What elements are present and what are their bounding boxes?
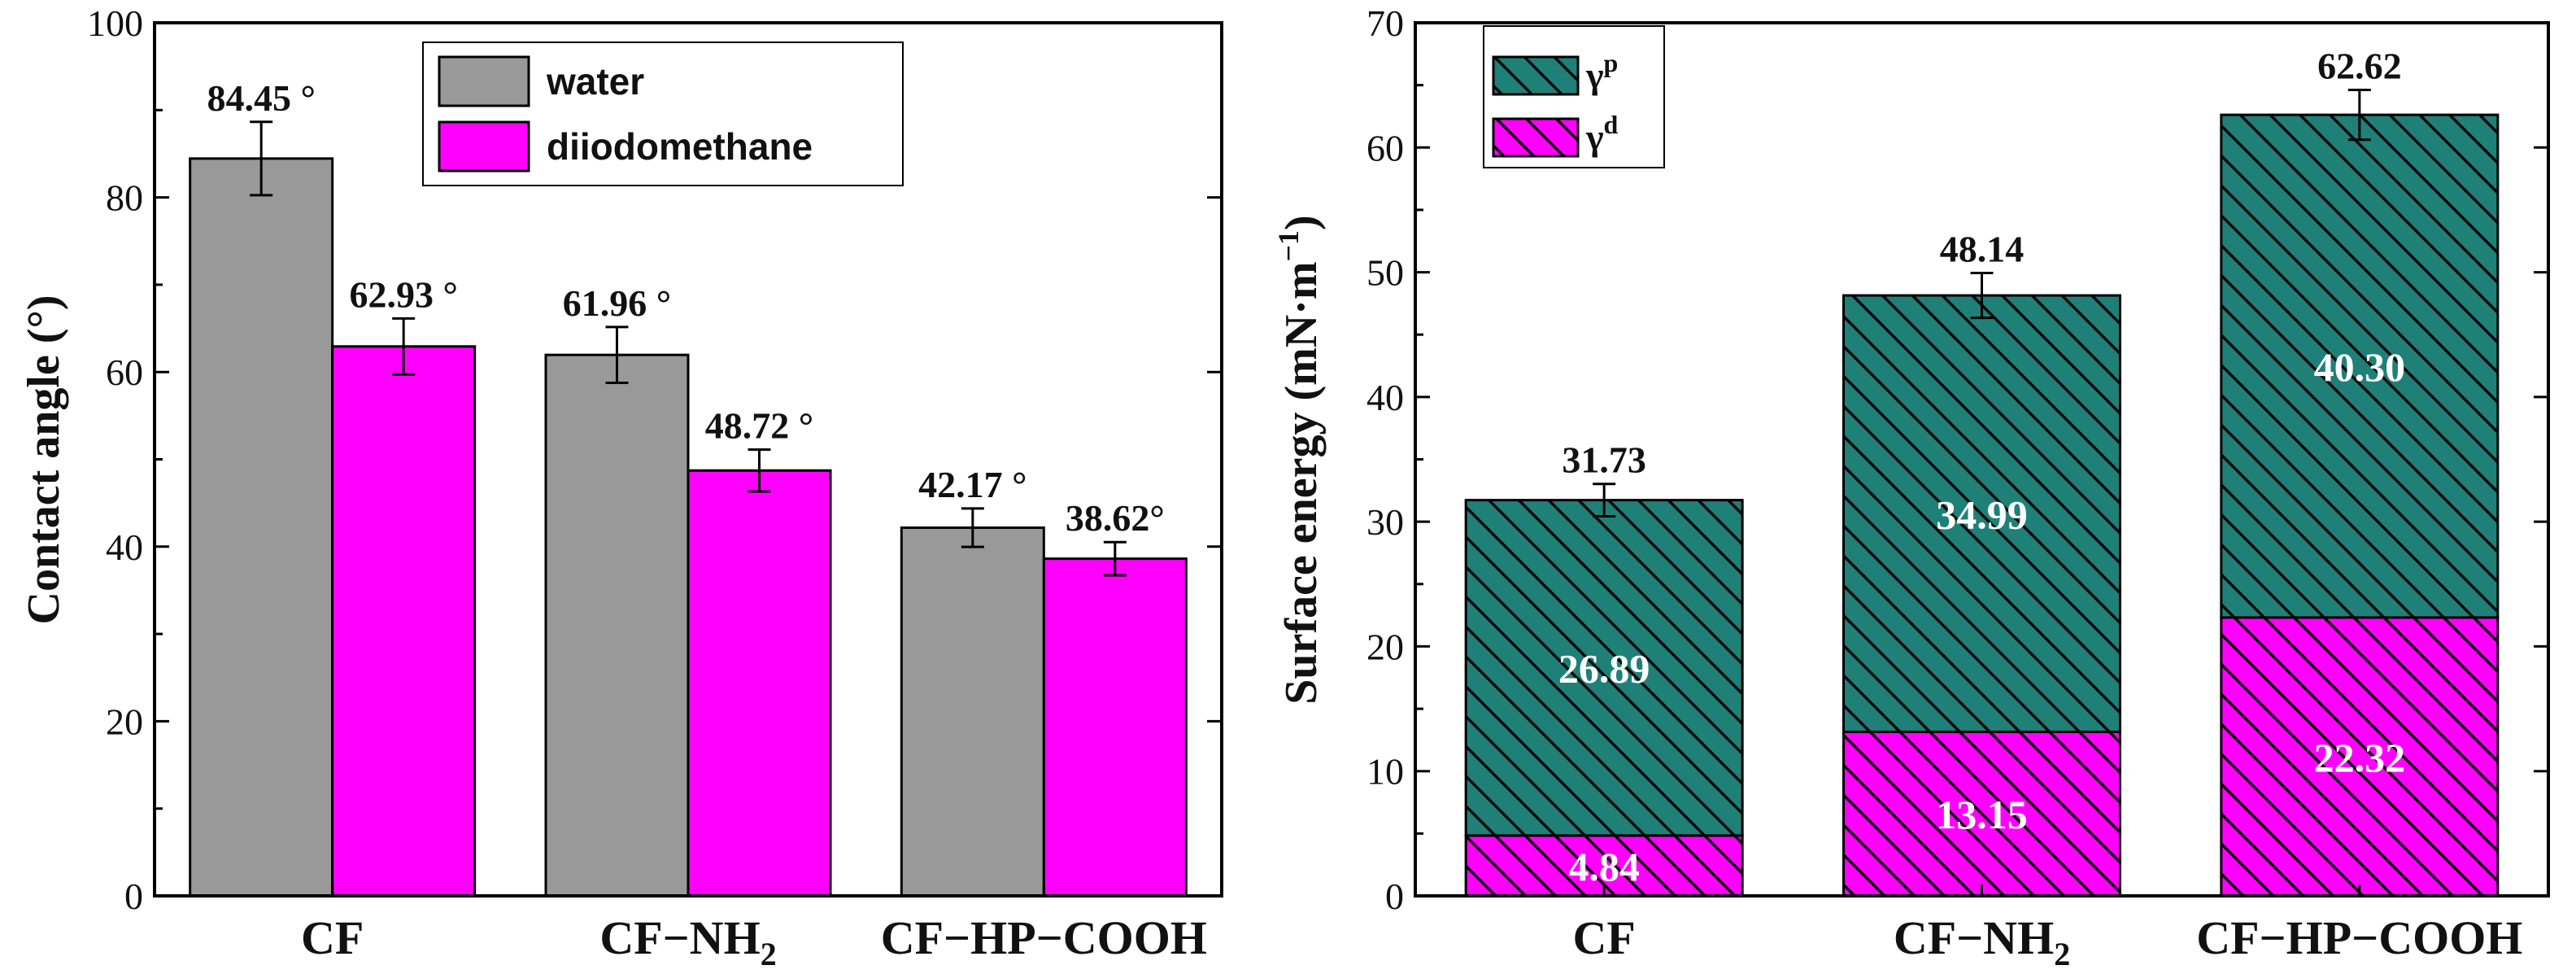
- x-tick-label-1-sub: 2: [761, 936, 777, 972]
- bar-gamma-d-2: [2220, 616, 2500, 898]
- surface-energy-y-title: Surface energy (mN·m−1): [1272, 215, 1327, 704]
- bar-gamma-p-2: [2220, 113, 2500, 619]
- segment-label-gamma-p-1: 34.99: [1936, 491, 2028, 537]
- data-label-water-2: 42.17 °: [918, 464, 1026, 505]
- x-tick-label-1: CF−NH2: [1894, 911, 2070, 972]
- y-tick-label-3: 60: [106, 352, 143, 393]
- y-tick-label-0: 0: [1385, 876, 1404, 917]
- data-label-diiodomethane-0: 62.93 °: [349, 273, 457, 315]
- contact-angle-axes: CF CF−NH2 CF−HP−COOH 0 20 40 60 80 100: [87, 2, 1222, 972]
- legend-gamma-p-symbol: γ: [1585, 55, 1604, 96]
- legend-label-water: water: [546, 60, 644, 103]
- data-label-diiodomethane-1: 48.72 °: [705, 404, 813, 446]
- bar-diiodomethane-0: [331, 345, 477, 898]
- legend-gamma-p-sup: p: [1604, 48, 1619, 77]
- x-tick-label-1-base: CF−NH: [599, 911, 760, 964]
- legend-gamma-d-symbol: γ: [1585, 116, 1604, 158]
- bar-gamma-p-1: [1842, 294, 2121, 733]
- legend-swatch-gamma-d: [1492, 117, 1580, 158]
- segment-label-gamma-p-2: 40.30: [2314, 344, 2406, 390]
- x-tick-label-2: CF−HP−COOH: [881, 911, 1207, 964]
- y-tick-label-3: 30: [1366, 501, 1404, 543]
- y-tick-label-5: 50: [1366, 252, 1404, 294]
- x-tick-label-1: CF−NH2: [599, 911, 776, 972]
- y-tick-label-1: 10: [1366, 751, 1404, 793]
- legend-gamma-d-sup: d: [1604, 110, 1619, 139]
- y-tick-label-6: 60: [1366, 127, 1404, 168]
- y-tick-label-2: 20: [1366, 626, 1404, 667]
- surface-energy-y-title-sup: −1: [1272, 230, 1305, 262]
- contact-angle-chart: 84.45 ° 62.93 ° 61.96 ° 48.72 ° 42.17 ° 38.62…: [19, 2, 1223, 972]
- legend-label-gamma-d: γd: [1585, 110, 1619, 158]
- bar-gamma-d-1: [1842, 730, 2121, 898]
- data-label-water-0: 84.45 °: [207, 77, 315, 119]
- x-tick-label-0-base: CF: [1573, 911, 1636, 964]
- bar-diiodomethane-1: [686, 469, 832, 898]
- surface-energy-marks: 4.84 26.89 31.73 13.15 34.99 48.14 22.32 40.30 6…: [1464, 45, 2500, 898]
- segment-label-gamma-d-0: 4.84: [1568, 844, 1640, 889]
- data-label-water-1: 61.96 °: [563, 282, 671, 324]
- data-label-diiodomethane-2: 38.62°: [1066, 497, 1165, 539]
- x-tick-label-0: CF: [1573, 911, 1636, 964]
- contact-angle-marks: 84.45 ° 62.93 ° 61.96 ° 48.72 ° 42.17 ° 38.62…: [189, 77, 1188, 898]
- y-tick-label-7: 70: [1366, 2, 1404, 44]
- surface-energy-y-title-close: ): [1276, 215, 1327, 230]
- bar-water-1: [544, 353, 690, 898]
- bar-water-0: [189, 157, 334, 898]
- contact-angle-legend: water diiodomethane: [422, 41, 904, 186]
- y-tick-label-0: 0: [124, 876, 143, 917]
- legend-label-gamma-p: γp: [1585, 48, 1618, 96]
- legend-swatch-diiodomethane: [438, 120, 530, 173]
- surface-energy-legend: γp γd: [1483, 25, 1665, 168]
- legend-swatch-water: [438, 55, 530, 107]
- bar-gamma-p-0: [1464, 499, 1744, 837]
- x-tick-label-2-base: CF−HP−COOH: [2196, 911, 2522, 964]
- bar-water-2: [900, 526, 1045, 898]
- contact-angle-y-title: Contact angle (°): [19, 295, 69, 625]
- bar-diiodomethane-2: [1042, 557, 1188, 898]
- x-tick-label-2-base: CF−HP−COOH: [881, 911, 1207, 964]
- segment-label-gamma-d-1: 13.15: [1936, 792, 2028, 837]
- segment-label-gamma-p-0: 26.89: [1558, 646, 1650, 692]
- x-tick-label-1-sub: 2: [2054, 936, 2070, 972]
- y-tick-label-4: 80: [106, 177, 143, 219]
- x-tick-label-0: CF: [301, 911, 364, 964]
- x-tick-label-0-base: CF: [301, 911, 364, 964]
- total-label-2: 62.62: [2317, 45, 2402, 86]
- y-tick-label-5: 100: [87, 2, 143, 44]
- total-label-1: 48.14: [1940, 228, 2025, 269]
- total-label-0: 31.73: [1562, 439, 1646, 481]
- x-tick-label-1-base: CF−NH: [1894, 911, 2054, 964]
- surface-energy-axes: CF CF−NH2 CF−HP−COOH 0 10 20 30 40 50 60 70: [1366, 2, 2548, 972]
- legend-label-diiodomethane: diiodomethane: [547, 125, 813, 168]
- surface-energy-y-title-main: Surface energy (mN·m: [1276, 261, 1327, 704]
- x-tick-label-2: CF−HP−COOH: [2196, 911, 2522, 964]
- y-tick-label-1: 20: [106, 701, 143, 742]
- segment-label-gamma-d-2: 22.32: [2314, 735, 2406, 780]
- legend-swatch-gamma-p: [1492, 55, 1580, 96]
- y-tick-label-2: 40: [106, 526, 143, 568]
- y-tick-label-4: 40: [1366, 377, 1404, 418]
- surface-energy-chart: 4.84 26.89 31.73 13.15 34.99 48.14 22.32 40.30 6…: [1272, 2, 2550, 972]
